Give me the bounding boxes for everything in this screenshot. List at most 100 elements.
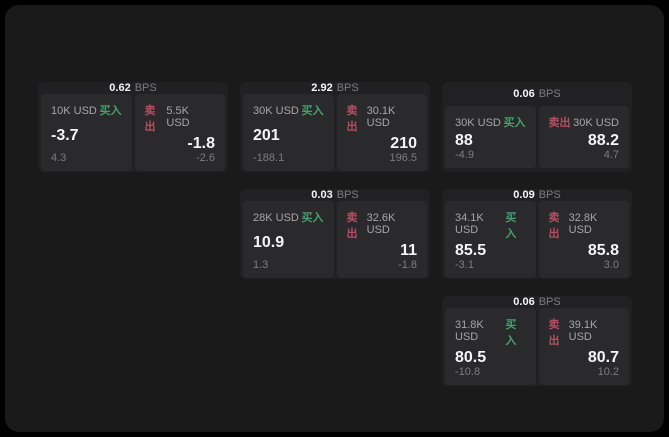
sell-price: 88.2 xyxy=(587,131,619,149)
spread-bps-value: 0.06 xyxy=(513,296,535,308)
quote-panels: 28K USD 买入 10.9 1.3 卖出 32.6K USD 11 -1.8 xyxy=(240,201,430,282)
sell-price: 85.8 xyxy=(587,242,619,259)
buy-size: 34.1K USD xyxy=(455,212,484,236)
sell-delta: 3.0 xyxy=(603,259,619,271)
buy-panel[interactable]: 10K USD 买入 -3.7 4.3 xyxy=(41,94,132,171)
buy-side-label: 买入 xyxy=(503,117,526,129)
sell-delta: -2.6 xyxy=(196,152,215,164)
buy-size: 30K USD xyxy=(253,105,299,117)
sell-size: 5.5K USD xyxy=(166,105,190,129)
buy-delta: 1.3 xyxy=(253,259,269,271)
cards-grid: 0.62 BPS 10K USD 买入 -3.7 4.3 卖出 5.5K USD… xyxy=(38,82,632,386)
buy-panel-top: 28K USD 买入 xyxy=(253,209,324,225)
quote-panels: 31.8K USD 买入 80.5 -10.8 卖出 39.1K USD 80.… xyxy=(442,308,632,389)
sell-panel-top: 卖出 32.8K USD xyxy=(549,209,620,241)
bps-unit-label: BPS xyxy=(336,82,359,94)
buy-price: 88 xyxy=(455,131,473,149)
sell-panel[interactable]: 卖出 30.1K USD 210 196.5 xyxy=(336,94,427,171)
buy-panel-top: 30K USD 买入 xyxy=(455,114,526,130)
spread-bps-value: 2.92 xyxy=(311,82,333,94)
sell-panel-top: 卖出 39.1K USD xyxy=(549,316,620,348)
buy-size: 31.8K USD xyxy=(455,319,484,343)
sell-price: 11 xyxy=(400,242,417,259)
quote-card: 0.06 BPS 31.8K USD 买入 80.5 -10.8 卖出 39.1… xyxy=(442,296,632,386)
sell-size: 32.6K USD xyxy=(366,212,396,236)
spread-header: 0.06 BPS xyxy=(442,82,632,106)
buy-size: 28K USD xyxy=(253,212,299,224)
buy-side-label: 买入 xyxy=(505,212,517,240)
buy-delta: 4.3 xyxy=(51,152,67,164)
sell-price: 80.7 xyxy=(587,349,619,366)
buy-side-label: 买入 xyxy=(505,319,517,347)
spread-bps-value: 0.06 xyxy=(513,88,535,100)
sell-size: 39.1K USD xyxy=(568,319,598,343)
buy-panel[interactable]: 30K USD 买入 88 -4.9 xyxy=(445,106,536,168)
spread-bps-value: 0.09 xyxy=(513,189,535,201)
buy-panel-top: 34.1K USD 买入 xyxy=(455,209,526,241)
sell-panel[interactable]: 卖出 5.5K USD -1.8 -2.6 xyxy=(134,94,225,171)
sell-side-label: 卖出 xyxy=(346,105,358,133)
quote-card: 2.92 BPS 30K USD 买入 201 -188.1 卖出 30.1K … xyxy=(240,82,430,172)
quote-panels: 34.1K USD 买入 85.5 -3.1 卖出 32.8K USD 85.8… xyxy=(442,201,632,282)
sell-delta: 4.7 xyxy=(603,149,619,161)
buy-delta: -188.1 xyxy=(253,152,285,164)
quote-card: 0.09 BPS 34.1K USD 买入 85.5 -3.1 卖出 32.8K… xyxy=(442,189,632,279)
buy-panel-top: 30K USD 买入 xyxy=(253,102,324,118)
quote-panels: 10K USD 买入 -3.7 4.3 卖出 5.5K USD -1.8 -2.… xyxy=(38,94,228,175)
buy-panel[interactable]: 34.1K USD 买入 85.5 -3.1 xyxy=(445,201,536,278)
quote-card: 0.03 BPS 28K USD 买入 10.9 1.3 卖出 32.6K US… xyxy=(240,189,430,279)
sell-size: 30K USD xyxy=(573,117,619,129)
buy-side-label: 买入 xyxy=(99,105,122,117)
sell-delta: 10.2 xyxy=(597,366,619,378)
sell-panel-top: 卖出 30.1K USD xyxy=(347,102,418,134)
sell-side-label: 卖出 xyxy=(346,212,358,240)
buy-panel[interactable]: 30K USD 买入 201 -188.1 xyxy=(243,94,334,171)
sell-panel-top: 卖出 5.5K USD xyxy=(145,102,216,134)
sell-panel[interactable]: 卖出 32.6K USD 11 -1.8 xyxy=(336,201,427,278)
buy-size: 10K USD xyxy=(51,105,97,117)
buy-price: 201 xyxy=(253,127,280,144)
buy-price: -3.7 xyxy=(51,127,79,144)
sell-panel-top: 卖出 30K USD xyxy=(549,114,620,130)
sell-side-label: 卖出 xyxy=(548,117,571,129)
buy-panel-top: 10K USD 买入 xyxy=(51,102,122,118)
sell-side-label: 卖出 xyxy=(548,319,560,347)
sell-panel-top: 卖出 32.6K USD xyxy=(347,209,418,241)
buy-size: 30K USD xyxy=(455,117,501,129)
sell-side-label: 卖出 xyxy=(144,105,156,133)
sell-delta: -1.8 xyxy=(398,259,417,271)
spread-header: 2.92 BPS xyxy=(240,82,430,94)
buy-side-label: 买入 xyxy=(301,212,324,224)
sell-size: 30.1K USD xyxy=(366,105,396,129)
sell-delta: 196.5 xyxy=(389,152,417,164)
sell-panel[interactable]: 卖出 39.1K USD 80.7 10.2 xyxy=(538,308,629,385)
sell-price: 210 xyxy=(390,135,417,152)
buy-price: 80.5 xyxy=(455,349,487,366)
buy-delta: -4.9 xyxy=(455,149,474,161)
buy-price: 85.5 xyxy=(455,242,487,259)
sell-size: 32.8K USD xyxy=(568,212,598,236)
sell-side-label: 卖出 xyxy=(548,212,560,240)
buy-price: 10.9 xyxy=(253,234,285,251)
bps-unit-label: BPS xyxy=(538,296,561,308)
spread-header: 0.03 BPS xyxy=(240,189,430,201)
quote-panels: 30K USD 买入 88 -4.9 卖出 30K USD 88.2 4.7 xyxy=(442,106,632,172)
spread-bps-value: 0.62 xyxy=(109,82,131,94)
app-window: 0.62 BPS 10K USD 买入 -3.7 4.3 卖出 5.5K USD… xyxy=(5,5,664,432)
bps-unit-label: BPS xyxy=(336,189,359,201)
spread-header: 0.62 BPS xyxy=(38,82,228,94)
buy-delta: -3.1 xyxy=(455,259,474,271)
buy-panel-top: 31.8K USD 买入 xyxy=(455,316,526,348)
buy-side-label: 买入 xyxy=(301,105,324,117)
spread-header: 0.06 BPS xyxy=(442,296,632,308)
sell-price: -1.8 xyxy=(187,135,215,152)
quote-card: 0.06 BPS 30K USD 买入 88 -4.9 卖出 30K USD 8… xyxy=(442,82,632,172)
spread-bps-value: 0.03 xyxy=(311,189,333,201)
sell-panel[interactable]: 卖出 32.8K USD 85.8 3.0 xyxy=(538,201,629,278)
spread-header: 0.09 BPS xyxy=(442,189,632,201)
sell-panel[interactable]: 卖出 30K USD 88.2 4.7 xyxy=(538,106,629,168)
bps-unit-label: BPS xyxy=(538,88,561,100)
buy-panel[interactable]: 28K USD 买入 10.9 1.3 xyxy=(243,201,334,278)
quote-panels: 30K USD 买入 201 -188.1 卖出 30.1K USD 210 1… xyxy=(240,94,430,175)
buy-panel[interactable]: 31.8K USD 买入 80.5 -10.8 xyxy=(445,308,536,385)
